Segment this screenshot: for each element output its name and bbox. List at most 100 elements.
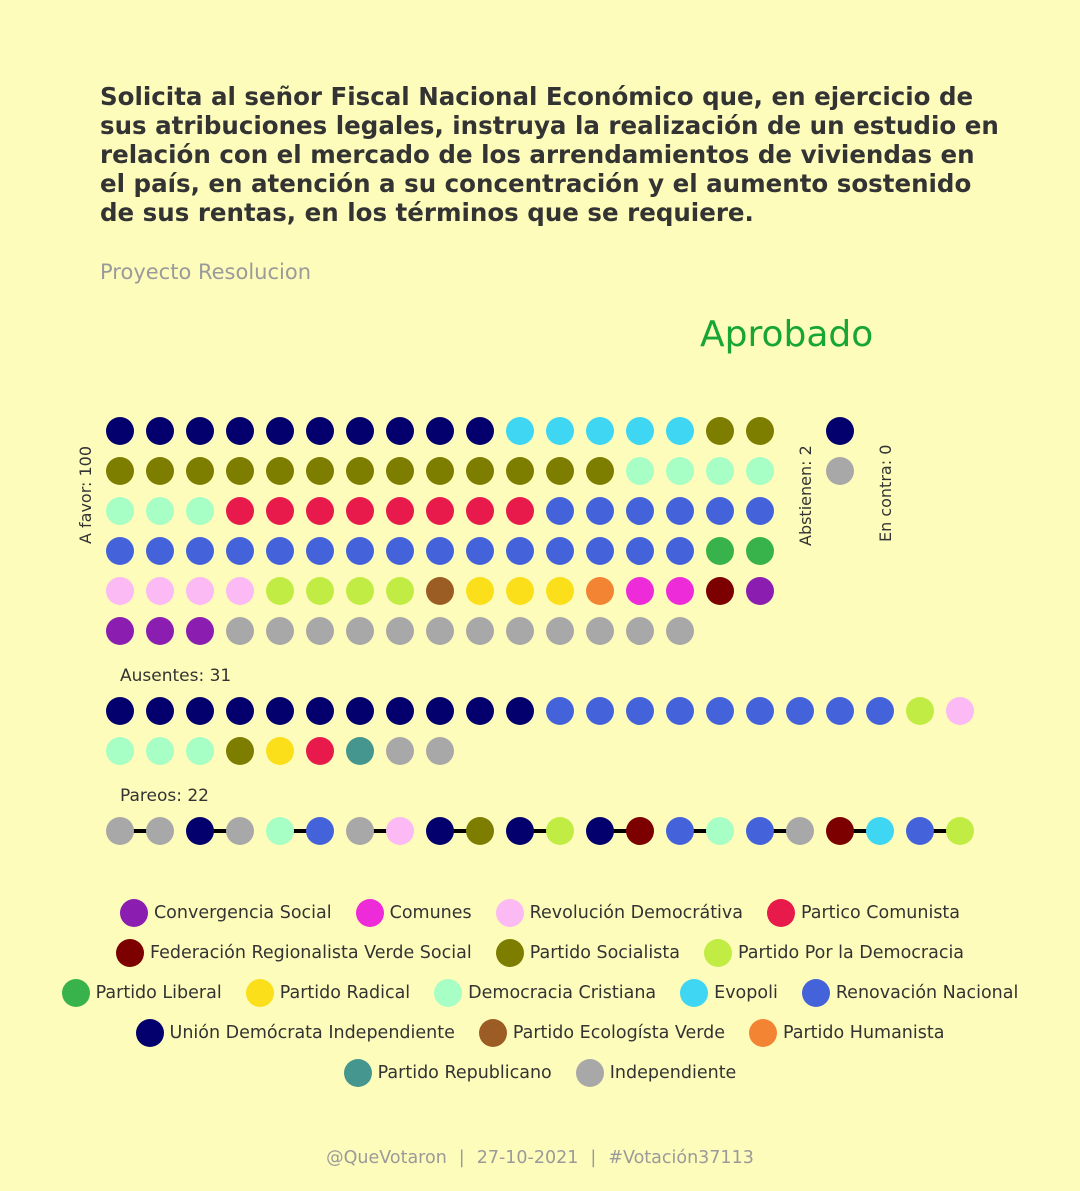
vote-dot-chart [106,417,974,845]
favor-dot [346,497,374,525]
absent-dot [546,697,574,725]
favor-dot [346,537,374,565]
favor-dot [346,617,374,645]
absent-dot [306,737,334,765]
absent-dot [906,697,934,725]
favor-dot [506,617,534,645]
favor-dot [666,537,694,565]
favor-dot [466,497,494,525]
favor-dot [386,577,414,605]
footer: @QueVotaron | 27-10-2021 | #Votación37113 [0,1148,1080,1168]
favor-dot [346,577,374,605]
favor-dot [666,577,694,605]
legend-swatch [749,1019,777,1047]
legend-label: Partido Humanista [783,1023,945,1043]
favor-dot [626,617,654,645]
legend-swatch [767,899,795,927]
pair-dot [746,817,774,845]
pair-dot [826,817,854,845]
favor-dot [466,537,494,565]
legend-item: Independiente [575,1059,736,1087]
favor-dot [226,497,254,525]
legend-swatch [135,1019,164,1047]
favor-dot [106,617,134,645]
legend-item: Partico Comunista [767,899,960,927]
favor-dot [106,537,134,565]
legend-item: Democracia Cristiana [434,979,656,1007]
absent-dot [346,737,374,765]
pair-dot [666,817,694,845]
favor-dot [626,417,654,445]
absent-dot [266,697,294,725]
favor-dot [626,457,654,485]
absent-dot [426,697,454,725]
legend-swatch [355,899,384,927]
pair-dot [266,817,294,845]
pair-dot [626,817,654,845]
favor-dot [266,577,294,605]
vote-result: Aprobado [700,314,874,355]
favor-dot [626,577,654,605]
absent-dot [226,697,254,725]
legend-label: Renovación Nacional [835,983,1019,1003]
legend-swatch [434,979,463,1007]
favor-dot [546,577,574,605]
legend-item: Partido Ecologísta Verde [478,1019,725,1047]
pair-dot [946,817,974,845]
legend-label: Partido Liberal [95,983,222,1003]
legend-swatch [495,899,524,927]
favor-dot [466,417,494,445]
legend-item: Convergencia Social [119,899,332,927]
pair-dot [706,817,734,845]
legend-swatch [680,979,709,1007]
favor-dot [586,497,614,525]
legend-item: Partido Republicano [343,1059,552,1087]
absent-dot [826,697,854,725]
favor-dot [226,537,254,565]
favor-dot [746,417,774,445]
favor-dot [186,457,214,485]
favor-dot [506,457,534,485]
favor-dot [506,577,534,605]
legend-swatch [61,979,90,1007]
pair-dot [106,817,134,845]
pair-dot [226,817,254,845]
absent-dot [386,737,414,765]
legend-swatch [495,939,524,967]
favor-dot [546,617,574,645]
favor-dot [706,417,734,445]
favor-dot [706,457,734,485]
absent-dot [346,697,374,725]
legend-label: Partido Socialista [529,943,680,963]
footer-handle: @QueVotaron [326,1148,447,1168]
party-legend: Convergencia Social Comunes Revolución Dem… [0,893,1080,1093]
pair-dot [586,817,614,845]
favor-dot [106,577,134,605]
absent-dot [626,697,654,725]
pair-dot [186,817,214,845]
favor-dot [546,417,574,445]
favor-dot [306,497,334,525]
legend-row: Partido Republicano Independiente [0,1053,1080,1093]
footer-date: 27-10-2021 [476,1148,579,1168]
favor-dot [186,577,214,605]
legend-label: Partido Republicano [377,1063,552,1083]
absent-dot [506,697,534,725]
favor-dot [706,537,734,565]
legend-label: Democracia Cristiana [468,983,657,1003]
favor-dot [626,497,654,525]
absent-dot [186,697,214,725]
pair-dot [546,817,574,845]
absent-dot [266,737,294,765]
favor-dot [306,537,334,565]
absent-dot [226,737,254,765]
favor-dot [466,457,494,485]
favor-dot [386,497,414,525]
favor-dot [386,457,414,485]
absent-dot [186,737,214,765]
absent-dot [146,697,174,725]
favor-dot [466,577,494,605]
favor-dot [506,417,534,445]
favor-dot [426,417,454,445]
absent-dot [946,697,974,725]
